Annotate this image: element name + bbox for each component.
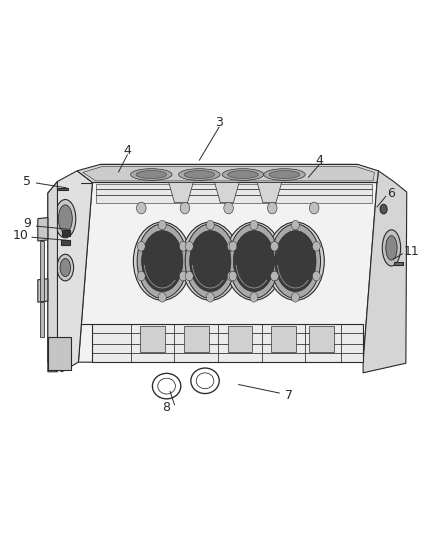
Circle shape <box>268 202 277 214</box>
Ellipse shape <box>179 168 220 180</box>
Polygon shape <box>141 326 165 352</box>
Circle shape <box>158 293 166 302</box>
Ellipse shape <box>57 254 74 281</box>
Circle shape <box>158 220 166 230</box>
Polygon shape <box>78 182 377 362</box>
Ellipse shape <box>233 231 275 292</box>
Polygon shape <box>228 326 252 352</box>
Ellipse shape <box>58 205 72 232</box>
Circle shape <box>227 241 235 251</box>
Circle shape <box>224 202 233 214</box>
Circle shape <box>137 202 146 214</box>
Text: 5: 5 <box>23 175 31 188</box>
Ellipse shape <box>136 171 166 179</box>
Polygon shape <box>92 324 363 362</box>
Circle shape <box>206 220 214 230</box>
Polygon shape <box>257 182 282 203</box>
Ellipse shape <box>137 224 187 298</box>
Text: 8: 8 <box>162 401 171 414</box>
Ellipse shape <box>275 231 316 292</box>
Ellipse shape <box>131 168 172 180</box>
Ellipse shape <box>225 222 283 300</box>
Circle shape <box>271 241 279 251</box>
Polygon shape <box>40 241 44 301</box>
Ellipse shape <box>269 171 300 179</box>
Polygon shape <box>105 166 370 178</box>
Polygon shape <box>38 217 48 241</box>
Text: 6: 6 <box>388 187 396 200</box>
Polygon shape <box>309 326 334 352</box>
Circle shape <box>271 271 279 281</box>
Circle shape <box>312 241 320 251</box>
Text: 10: 10 <box>12 229 28 242</box>
Polygon shape <box>96 184 372 203</box>
Text: 3: 3 <box>215 117 223 130</box>
Circle shape <box>229 271 237 281</box>
Polygon shape <box>184 326 208 352</box>
Text: 4: 4 <box>124 144 131 157</box>
Polygon shape <box>169 182 193 203</box>
Polygon shape <box>394 262 403 265</box>
Circle shape <box>291 293 299 302</box>
Polygon shape <box>83 166 374 181</box>
Ellipse shape <box>181 222 239 300</box>
Circle shape <box>309 202 319 214</box>
Ellipse shape <box>267 222 324 300</box>
Circle shape <box>206 293 214 302</box>
Ellipse shape <box>229 224 279 298</box>
Polygon shape <box>100 165 374 177</box>
Ellipse shape <box>270 224 321 298</box>
Circle shape <box>185 241 193 251</box>
Circle shape <box>250 293 258 302</box>
Circle shape <box>179 241 187 251</box>
Circle shape <box>179 271 187 281</box>
Text: 4: 4 <box>315 154 323 167</box>
Text: 9: 9 <box>23 217 31 230</box>
Ellipse shape <box>380 204 387 214</box>
Circle shape <box>312 271 320 281</box>
Circle shape <box>271 241 279 251</box>
Circle shape <box>291 220 299 230</box>
Polygon shape <box>62 230 70 236</box>
Ellipse shape <box>190 231 231 292</box>
Circle shape <box>138 271 145 281</box>
Ellipse shape <box>158 378 175 394</box>
Ellipse shape <box>133 222 191 300</box>
Polygon shape <box>48 181 57 372</box>
Polygon shape <box>38 279 48 302</box>
Ellipse shape <box>196 373 214 389</box>
Ellipse shape <box>222 168 264 180</box>
Ellipse shape <box>184 171 215 179</box>
Polygon shape <box>48 171 92 372</box>
Polygon shape <box>272 326 296 352</box>
Polygon shape <box>61 240 70 245</box>
Polygon shape <box>57 188 68 190</box>
Ellipse shape <box>185 224 235 298</box>
Polygon shape <box>48 337 71 370</box>
Circle shape <box>180 202 190 214</box>
Polygon shape <box>40 302 44 337</box>
Ellipse shape <box>141 231 183 292</box>
Circle shape <box>138 241 145 251</box>
Circle shape <box>185 271 193 281</box>
Circle shape <box>227 271 235 281</box>
Polygon shape <box>215 182 239 203</box>
Ellipse shape <box>60 259 71 277</box>
Polygon shape <box>363 171 407 373</box>
Polygon shape <box>77 165 378 182</box>
Circle shape <box>250 220 258 230</box>
Text: 11: 11 <box>403 245 419 258</box>
Ellipse shape <box>228 171 258 179</box>
Circle shape <box>229 241 237 251</box>
Ellipse shape <box>264 168 305 180</box>
Ellipse shape <box>55 199 76 238</box>
Circle shape <box>271 271 279 281</box>
Ellipse shape <box>386 236 397 260</box>
Ellipse shape <box>382 230 401 266</box>
Text: 7: 7 <box>285 389 293 402</box>
